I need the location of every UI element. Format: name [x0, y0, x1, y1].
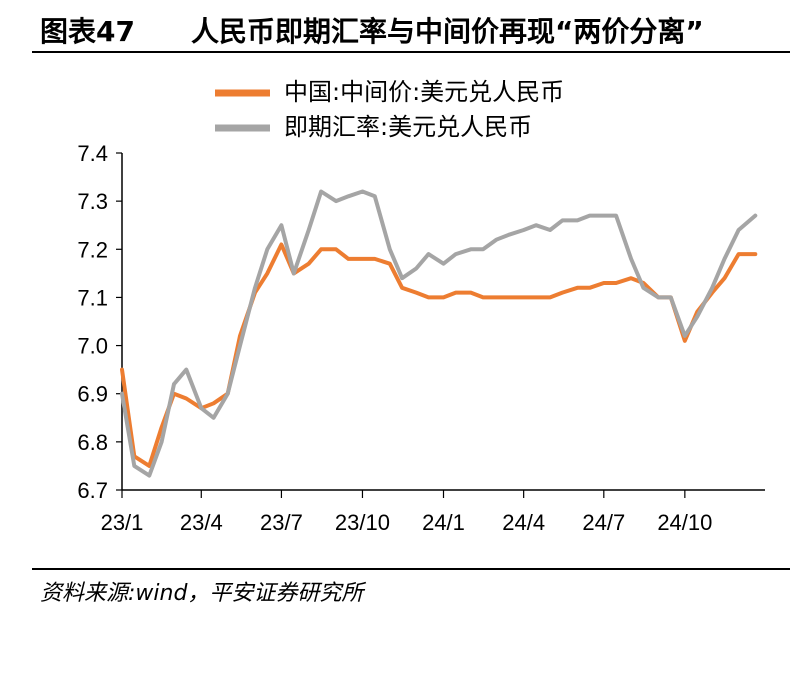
source-note: 资料来源:wind，平安证券研究所 [40, 581, 364, 606]
series-line-1 [120, 242, 758, 468]
y-tick-label: 6.8 [77, 430, 108, 455]
x-tick-label: 24/10 [657, 510, 712, 535]
x-tick-label: 23/7 [260, 510, 303, 535]
legend-label-2: 即期汇率:美元兑人民币 [284, 113, 532, 141]
y-tick-label: 6.9 [77, 382, 108, 407]
x-tick-label: 23/4 [180, 510, 223, 535]
title-rule [32, 51, 790, 53]
line-chart: 6.7 6.8 6.9 7.0 7.1 7.2 7.3 7.4 23/1 23/4 23/7 23/1… [77, 78, 765, 535]
y-tick-label: 7.0 [77, 334, 108, 359]
x-tick-label: 24/4 [502, 510, 545, 535]
x-tick-label: 24/1 [422, 510, 465, 535]
x-tick-label: 23/10 [335, 510, 390, 535]
y-tick-label: 7.4 [77, 141, 108, 166]
x-tick-label: 24/7 [582, 510, 625, 535]
x-tick-label: 23/1 [101, 510, 144, 535]
figure-title: 图表47 人民币即期汇率与中间价再现“两价分离” [40, 15, 704, 48]
source-rule [32, 568, 790, 570]
y-tick-label: 7.1 [77, 285, 108, 310]
legend-label-1: 中国:中间价:美元兑人民币 [284, 78, 564, 106]
y-tick-label: 7.3 [77, 189, 108, 214]
y-tick-label: 6.7 [77, 478, 108, 503]
y-tick-label: 7.2 [77, 237, 108, 262]
series-line-2 [120, 189, 758, 478]
title-bar: 图表47 人民币即期汇率与中间价再现“两价分离” [0, 0, 800, 58]
